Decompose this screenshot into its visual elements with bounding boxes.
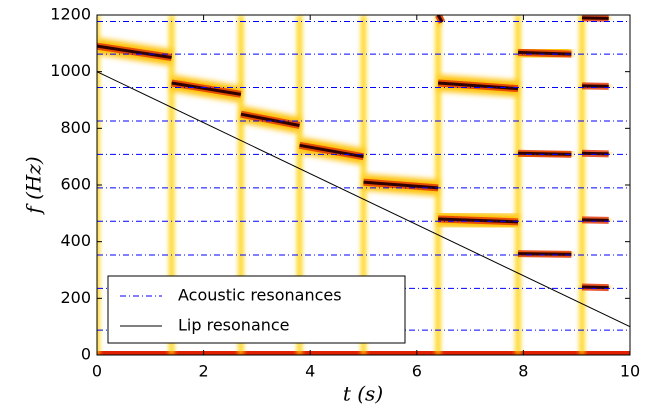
y-tick-label: 400 (60, 231, 91, 250)
y-tick-label: 1200 (50, 5, 91, 24)
onset-transient (168, 15, 175, 355)
note-core (518, 252, 572, 256)
legend-box (107, 275, 406, 344)
note-core (581, 84, 609, 88)
y-tick-label: 200 (60, 288, 91, 307)
plot-area (97, 15, 630, 355)
legend-label: Acoustic resonances (178, 286, 342, 305)
x-tick-label: 10 (620, 362, 640, 381)
y-tick-label: 800 (60, 118, 91, 137)
note-core (97, 44, 172, 59)
x-tick-label: 4 (305, 362, 315, 381)
x-tick-label: 8 (518, 362, 528, 381)
y-axis-label: f (Hz) (22, 156, 46, 215)
legend: Acoustic resonances Lip resonance (107, 275, 406, 344)
note-core (581, 285, 609, 290)
note-core (518, 151, 572, 156)
note-core (581, 16, 609, 20)
note-core (299, 143, 364, 159)
note-core (240, 112, 300, 127)
note-core (363, 180, 439, 190)
note-core (581, 218, 609, 222)
note-core (518, 50, 572, 56)
onset-transient (515, 15, 522, 355)
x-tick-label: 2 (199, 362, 209, 381)
onset-transient (579, 15, 586, 355)
y-tick-label: 0 (81, 345, 91, 364)
x-tick-label: 0 (92, 362, 102, 381)
onset-transient (237, 15, 244, 355)
note-core (436, 15, 444, 23)
y-tick-label: 1000 (50, 61, 91, 80)
legend-label: Lip resonance (178, 316, 290, 335)
y-tick-label: 600 (60, 175, 91, 194)
onset-transient (296, 15, 303, 355)
x-axis-label: t (s) (343, 382, 383, 406)
x-tick-label: 6 (412, 362, 422, 381)
note-core (581, 151, 609, 156)
note-core (171, 81, 242, 96)
lip-line (97, 71, 630, 328)
